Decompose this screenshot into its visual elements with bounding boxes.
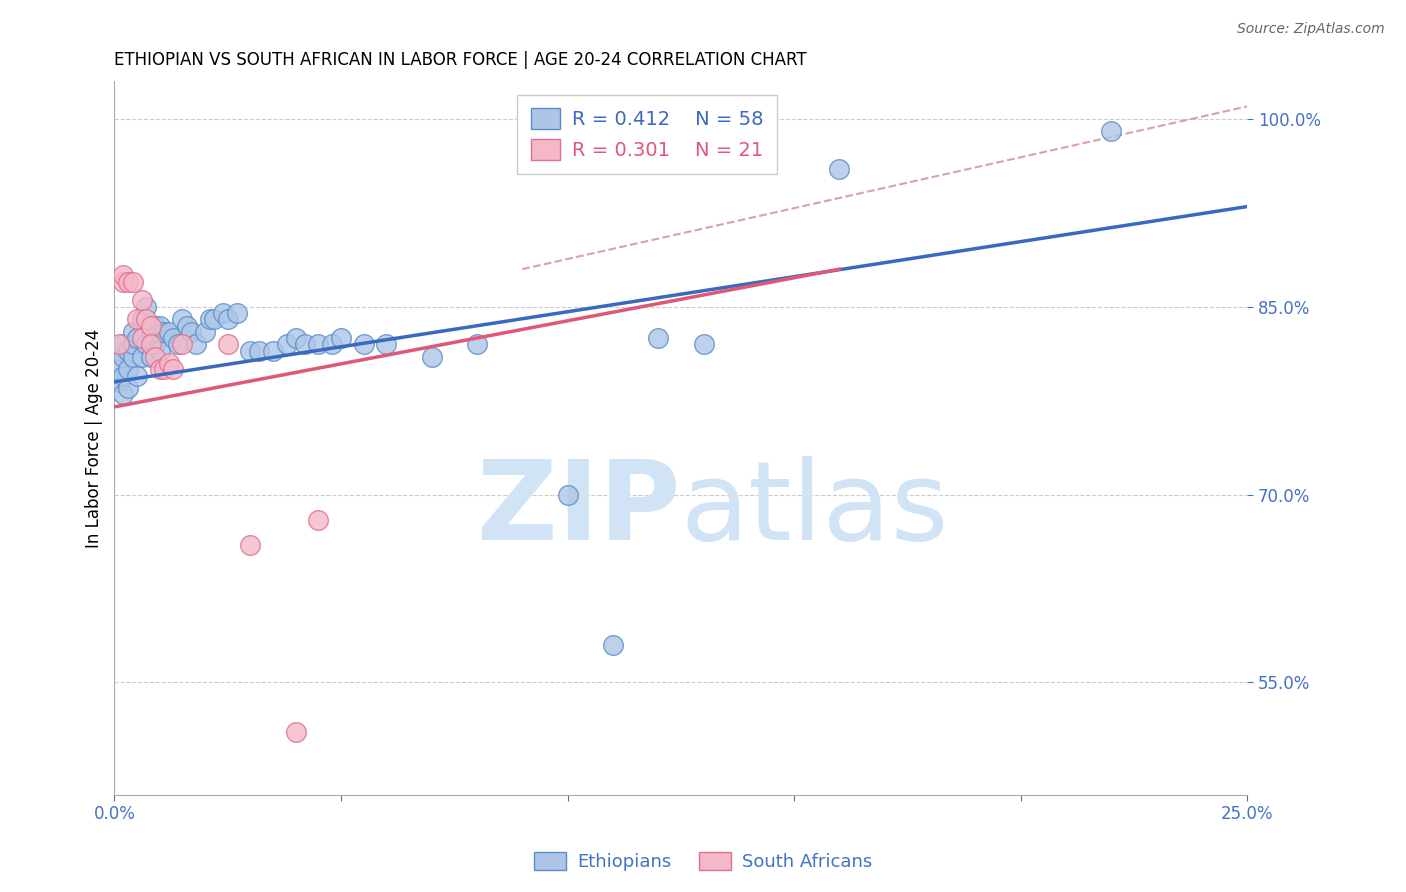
- Point: [112, 387, 135, 401]
- Point: [162, 331, 184, 345]
- Point: [121, 337, 143, 351]
- Point: [217, 312, 239, 326]
- Point: [172, 337, 194, 351]
- Point: [249, 343, 271, 358]
- Point: [149, 318, 172, 333]
- Point: [135, 337, 157, 351]
- Point: [162, 362, 184, 376]
- Point: [131, 350, 153, 364]
- Point: [143, 350, 166, 364]
- Point: [131, 312, 153, 326]
- Point: [108, 343, 131, 358]
- Point: [117, 381, 139, 395]
- Point: [217, 337, 239, 351]
- Point: [121, 275, 143, 289]
- Point: [321, 337, 343, 351]
- Point: [166, 337, 188, 351]
- Point: [135, 300, 157, 314]
- Point: [112, 337, 135, 351]
- Point: [307, 513, 329, 527]
- Point: [294, 337, 316, 351]
- Point: [125, 312, 148, 326]
- Point: [143, 337, 166, 351]
- Legend: R = 0.412    N = 58, R = 0.301    N = 21: R = 0.412 N = 58, R = 0.301 N = 21: [517, 95, 776, 174]
- Point: [184, 337, 207, 351]
- Point: [117, 343, 139, 358]
- Text: Source: ZipAtlas.com: Source: ZipAtlas.com: [1237, 22, 1385, 37]
- Point: [108, 337, 131, 351]
- Point: [139, 318, 162, 333]
- Point: [112, 368, 135, 383]
- Point: [212, 306, 235, 320]
- Point: [108, 375, 131, 389]
- Point: [284, 725, 307, 739]
- Point: [153, 362, 176, 376]
- Point: [139, 350, 162, 364]
- Point: [198, 312, 221, 326]
- Point: [647, 331, 669, 345]
- Text: atlas: atlas: [681, 456, 949, 563]
- Y-axis label: In Labor Force | Age 20-24: In Labor Force | Age 20-24: [86, 328, 103, 548]
- Point: [121, 325, 143, 339]
- Point: [135, 312, 157, 326]
- Point: [125, 368, 148, 383]
- Text: ETHIOPIAN VS SOUTH AFRICAN IN LABOR FORCE | AGE 20-24 CORRELATION CHART: ETHIOPIAN VS SOUTH AFRICAN IN LABOR FORC…: [114, 51, 807, 69]
- Point: [112, 275, 135, 289]
- Text: ZIP: ZIP: [478, 456, 681, 563]
- Point: [375, 337, 398, 351]
- Point: [330, 331, 353, 345]
- Point: [143, 318, 166, 333]
- Point: [108, 362, 131, 376]
- Point: [828, 161, 851, 176]
- Legend: Ethiopians, South Africans: Ethiopians, South Africans: [527, 845, 879, 879]
- Point: [139, 325, 162, 339]
- Point: [202, 312, 225, 326]
- Point: [117, 275, 139, 289]
- Point: [262, 343, 284, 358]
- Point: [121, 350, 143, 364]
- Point: [307, 337, 329, 351]
- Point: [194, 325, 217, 339]
- Point: [239, 538, 262, 552]
- Point: [131, 293, 153, 308]
- Point: [176, 318, 198, 333]
- Point: [557, 487, 579, 501]
- Point: [180, 325, 202, 339]
- Point: [1099, 124, 1122, 138]
- Point: [125, 331, 148, 345]
- Point: [602, 638, 624, 652]
- Point: [112, 350, 135, 364]
- Point: [353, 337, 375, 351]
- Point: [239, 343, 262, 358]
- Point: [284, 331, 307, 345]
- Point: [149, 343, 172, 358]
- Point: [131, 331, 153, 345]
- Point: [139, 337, 162, 351]
- Point: [692, 337, 714, 351]
- Point: [276, 337, 298, 351]
- Point: [420, 350, 443, 364]
- Point: [149, 362, 172, 376]
- Point: [465, 337, 488, 351]
- Point: [157, 325, 180, 339]
- Point: [112, 268, 135, 283]
- Point: [225, 306, 247, 320]
- Point: [157, 356, 180, 370]
- Point: [172, 312, 194, 326]
- Point: [117, 362, 139, 376]
- Point: [153, 325, 176, 339]
